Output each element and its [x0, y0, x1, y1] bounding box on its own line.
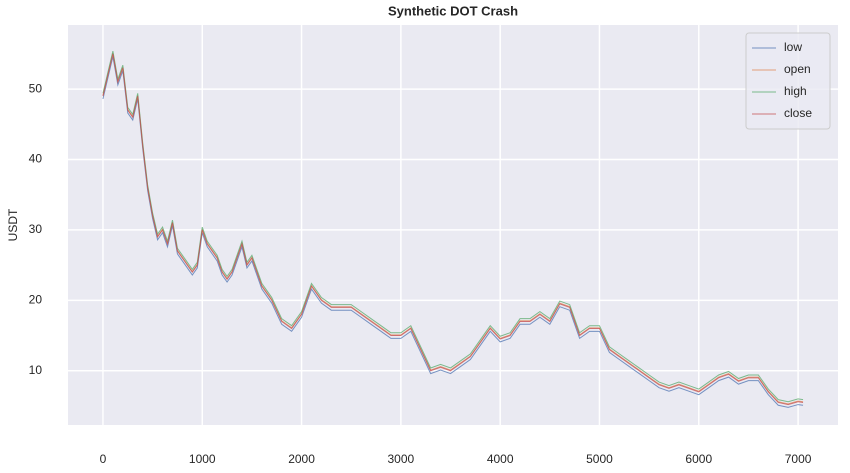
x-tick-label: 5000 — [586, 452, 613, 466]
y-tick-label: 50 — [29, 81, 43, 95]
x-tick-label: 3000 — [388, 452, 415, 466]
x-tick-label: 6000 — [685, 452, 712, 466]
x-tick-label: 2000 — [288, 452, 315, 466]
y-tick-label: 10 — [29, 363, 43, 377]
x-tick-label: 1000 — [189, 452, 216, 466]
y-tick-label: 30 — [29, 222, 43, 236]
y-tick-label: 20 — [29, 293, 43, 307]
y-tick-label: 40 — [29, 152, 43, 166]
legend-label: open — [784, 62, 811, 76]
chart-title: Synthetic DOT Crash — [388, 3, 518, 18]
legend-label: high — [784, 84, 807, 98]
line-series — [102, 53, 804, 406]
x-tick-label: 0 — [100, 452, 107, 466]
x-tick-label: 4000 — [487, 452, 514, 466]
legend-label: close — [784, 106, 812, 120]
legend-label: low — [784, 40, 802, 54]
x-tick-label: 7000 — [785, 452, 812, 466]
plot-area — [68, 25, 838, 425]
legend-box — [745, 32, 831, 130]
y-axis-label: USDT — [6, 208, 20, 241]
